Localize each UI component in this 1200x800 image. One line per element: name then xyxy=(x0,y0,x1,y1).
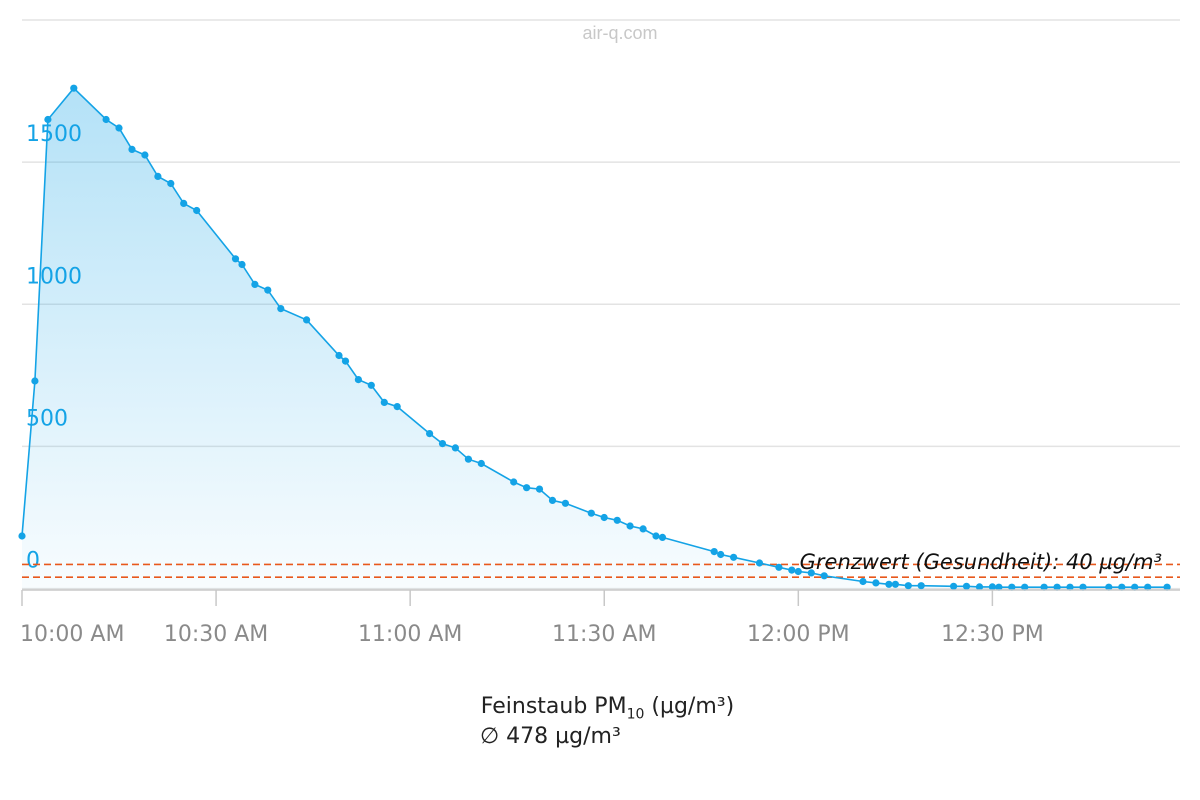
data-point xyxy=(917,582,925,590)
data-point xyxy=(1079,583,1087,591)
data-point xyxy=(264,286,272,294)
data-point xyxy=(1144,583,1152,591)
data-point xyxy=(70,84,78,92)
data-point xyxy=(44,115,52,124)
caption-title-sub: 10 xyxy=(626,706,645,723)
data-point xyxy=(548,496,557,504)
data-point xyxy=(31,377,39,385)
data-point xyxy=(180,199,188,207)
data-point xyxy=(807,569,815,577)
data-point xyxy=(658,533,667,542)
data-point xyxy=(341,357,350,365)
data-point xyxy=(510,478,518,486)
data-point xyxy=(710,548,718,556)
data-point xyxy=(885,580,893,588)
x-tick-label: 11:00 AM xyxy=(358,622,462,647)
data-point xyxy=(335,351,343,360)
x-tick-label: 12:30 PM xyxy=(941,622,1044,647)
data-point xyxy=(380,398,388,406)
data-point xyxy=(167,179,175,188)
data-point xyxy=(975,583,984,591)
data-point xyxy=(426,430,434,438)
average-value: ∅ 478 µg/m³ xyxy=(480,724,621,749)
data-point xyxy=(464,455,472,463)
data-point xyxy=(451,444,459,452)
data-point xyxy=(1008,583,1016,591)
data-point xyxy=(1053,583,1061,591)
limit-label: Grenzwert (Gesundheit): 40 µg/m³ xyxy=(800,550,1162,574)
data-point xyxy=(652,532,660,540)
data-point xyxy=(367,381,375,389)
data-point xyxy=(995,583,1003,591)
data-point xyxy=(141,151,149,159)
data-point xyxy=(115,124,123,132)
data-point xyxy=(788,566,796,574)
x-tick-label: 10:30 AM xyxy=(164,622,268,647)
x-tick-label: 11:30 AM xyxy=(552,622,656,647)
data-point xyxy=(277,305,285,313)
limit-lines xyxy=(22,563,1180,579)
data-point xyxy=(1105,583,1113,591)
data-point xyxy=(1066,583,1074,591)
data-point xyxy=(755,559,764,567)
data-point xyxy=(988,583,997,591)
data-point xyxy=(393,403,401,411)
data-point xyxy=(1021,583,1029,591)
caption-title-prefix: Feinstaub PM xyxy=(480,694,627,719)
data-point xyxy=(18,532,26,540)
data-point xyxy=(613,516,621,524)
data-point xyxy=(535,485,544,493)
data-point xyxy=(154,172,162,180)
data-point xyxy=(872,579,880,587)
data-point xyxy=(859,577,867,586)
data-point xyxy=(231,255,240,263)
data-point xyxy=(193,206,201,215)
data-point xyxy=(251,280,259,288)
data-point xyxy=(794,567,802,576)
data-point xyxy=(561,499,570,507)
data-point xyxy=(354,376,362,384)
data-point xyxy=(1118,583,1126,591)
data-point xyxy=(962,582,971,590)
data-point xyxy=(600,513,608,522)
data-point xyxy=(303,316,311,324)
caption-title-suffix: (µg/m³) xyxy=(644,694,735,719)
series-points xyxy=(18,84,1171,591)
data-point xyxy=(102,115,110,124)
data-point xyxy=(626,522,634,530)
data-point xyxy=(820,572,828,580)
data-point xyxy=(1131,583,1139,591)
watermark-text: air-q.com xyxy=(582,23,657,43)
x-tick-label: 10:00 AM xyxy=(20,622,124,647)
data-point xyxy=(523,484,531,492)
series-area xyxy=(22,88,1168,589)
data-point xyxy=(950,582,958,590)
x-axis: 10:00 AM 10:30 AM 11:00 AM 11:30 AM 12:00 PM… xyxy=(20,589,1180,647)
data-point xyxy=(904,582,912,590)
data-point xyxy=(1163,583,1171,591)
data-point xyxy=(891,580,900,588)
data-point xyxy=(438,440,447,448)
data-point xyxy=(1040,583,1048,591)
data-point xyxy=(717,550,725,559)
data-point xyxy=(128,145,136,153)
data-point xyxy=(639,525,647,533)
x-tick-label: 12:00 PM xyxy=(747,622,850,647)
data-point xyxy=(587,509,595,517)
data-point xyxy=(477,459,485,468)
data-point xyxy=(730,553,738,561)
data-point xyxy=(238,260,246,269)
data-point xyxy=(775,563,783,571)
chart-caption: Feinstaub PM10 (µg/m³) xyxy=(0,694,1200,722)
